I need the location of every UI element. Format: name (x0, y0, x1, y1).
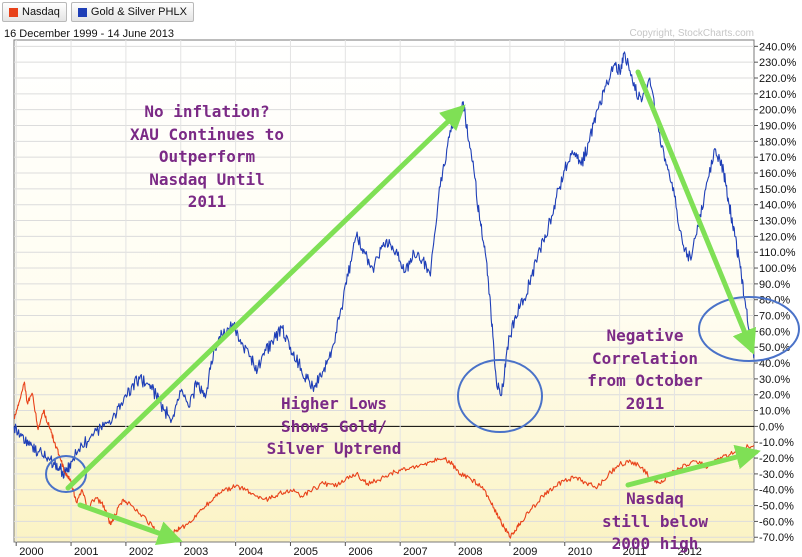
series-line-gold-silver (13, 51, 755, 479)
gold-silver-color-swatch (77, 7, 87, 17)
y-tick-label: -60.0% (759, 516, 794, 528)
arrow-nasdaq-down (77, 502, 183, 546)
x-tick-label: 2005 (293, 546, 317, 557)
arrow-nasdaq-up (625, 444, 761, 488)
y-tick-label: -10.0% (759, 437, 794, 449)
y-tick-label: 40.0% (759, 358, 790, 370)
y-tick-label: 190.0% (759, 121, 797, 133)
copyright-text: Copyright, StockCharts.com (629, 28, 755, 39)
x-tick-label: 2004 (239, 546, 263, 557)
x-tick-label: 2008 (458, 546, 482, 557)
x-tick-label: 2010 (568, 546, 592, 557)
x-tick-label: 2009 (513, 546, 537, 557)
y-tick-label: 160.0% (759, 168, 797, 180)
y-tick-label: 200.0% (759, 105, 797, 117)
y-tick-label: -50.0% (759, 501, 794, 513)
y-tick-label: 100.0% (759, 263, 797, 275)
arrow-negative-correlation (635, 69, 756, 355)
y-tick-label: -70.0% (759, 532, 794, 544)
y-tick-label: -30.0% (759, 469, 794, 481)
y-axis: 240.0% 230.0% 220.0% 210.0% 200.0% 190.0% 180.… (754, 41, 797, 544)
x-tick-label: 2007 (403, 546, 427, 557)
y-tick-label: 210.0% (759, 89, 797, 101)
y-tick-label: 240.0% (759, 41, 797, 53)
circle-2008-low (457, 359, 543, 433)
arrow-xau-uptrend (65, 104, 466, 491)
legend: Nasdaq Gold & Silver PHLX (2, 2, 194, 22)
x-tick-label: 2002 (129, 546, 153, 557)
y-tick-label: 0.0% (759, 421, 784, 433)
y-tick-label: 180.0% (759, 136, 797, 148)
y-tick-label: 60.0% (759, 326, 790, 338)
y-tick-label: 120.0% (759, 231, 797, 243)
series-line-nasdaq (13, 381, 755, 542)
annotation-nasdaq-high: Nasdaq still below 2000 high (602, 489, 708, 553)
legend-label-nasdaq: Nasdaq (22, 6, 60, 18)
y-tick-label: 90.0% (759, 279, 790, 291)
annotation-higher-lows: Higher Lows Shows Gold/ Silver Uptrend (266, 394, 402, 458)
y-tick-label: 230.0% (759, 57, 797, 69)
legend-label-gold-silver: Gold & Silver PHLX (90, 6, 187, 18)
y-tick-label: 50.0% (759, 342, 790, 354)
y-tick-label: 130.0% (759, 216, 797, 228)
x-tick-label: 2001 (74, 546, 98, 557)
circle-2013-drop (698, 296, 800, 362)
x-tick-label: 2003 (184, 546, 208, 557)
grid (14, 40, 754, 542)
y-tick-label: 70.0% (759, 311, 790, 323)
annotation-overlay (45, 69, 800, 546)
y-tick-label: 150.0% (759, 184, 797, 196)
annotation-negative-correlation: Negative Correlation from October 2011 (587, 326, 703, 413)
x-tick-label: 2000 (19, 546, 43, 557)
y-tick-label: 10.0% (759, 406, 790, 418)
y-tick-label: 20.0% (759, 390, 790, 402)
nasdaq-color-swatch (9, 7, 18, 17)
date-range: 16 December 1999 - 14 June 2013 (4, 28, 175, 40)
series-layer (13, 51, 755, 542)
x-tick-label: 2006 (348, 546, 372, 557)
y-tick-label: 170.0% (759, 152, 797, 164)
x-tick-label: 2012 (677, 546, 701, 557)
x-axis: 2000 2001 2002 2003 2004 2005 2006 2007 2008 2009… (15, 542, 702, 557)
y-tick-label: -40.0% (759, 485, 794, 497)
legend-item-gold-silver[interactable]: Gold & Silver PHLX (70, 2, 194, 22)
annotation-inflation: No inflation? XAU Continues to Outperfor… (129, 102, 285, 211)
legend-item-nasdaq[interactable]: Nasdaq (2, 2, 67, 22)
y-tick-label: 220.0% (759, 73, 797, 85)
x-tick-label: 2011 (623, 546, 647, 557)
y-tick-label: 30.0% (759, 374, 790, 386)
y-tick-label: 140.0% (759, 200, 797, 212)
y-tick-label: 110.0% (759, 247, 796, 259)
y-tick-label: -20.0% (759, 453, 794, 465)
